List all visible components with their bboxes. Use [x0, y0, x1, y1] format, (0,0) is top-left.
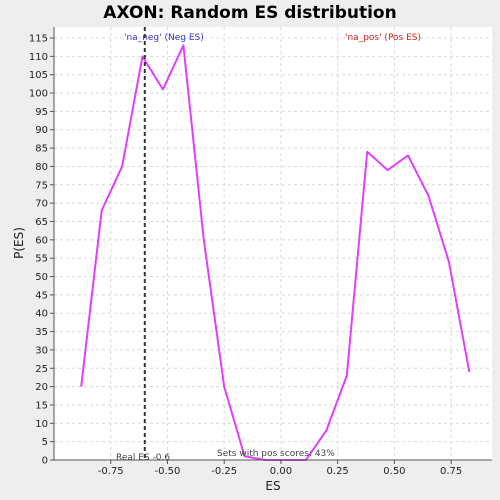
y-tick-label: 15 [35, 400, 48, 411]
real-es-label: Real ES -0.6 [116, 453, 170, 463]
x-tick-label: 0.75 [440, 466, 462, 477]
y-tick-label: 60 [35, 235, 48, 246]
y-tick-label: 95 [35, 107, 48, 118]
y-tick-label: 35 [35, 327, 48, 338]
y-tick-label: 30 [35, 345, 48, 356]
y-tick-label: 55 [35, 254, 48, 265]
pos-es-label: 'na_pos' (Pos ES) [345, 33, 421, 43]
y-tick-label: 50 [35, 272, 48, 283]
y-tick-label: 10 [35, 419, 48, 430]
x-axis-ticks: -0.75 -0.50 -0.25 0.00 0.25 0.50 0.75 [98, 460, 462, 477]
y-tick-label: 5 [42, 437, 48, 448]
chart-title: AXON: Random ES distribution [103, 3, 396, 23]
y-axis-label: P(ES) [12, 227, 26, 259]
y-tick-label: 70 [35, 199, 48, 210]
y-tick-label: 40 [35, 309, 48, 320]
plot-area [54, 27, 492, 460]
y-tick-label: 20 [35, 382, 48, 393]
y-tick-label: 80 [35, 162, 48, 173]
y-tick-label: 75 [35, 180, 48, 191]
y-tick-label: 110 [29, 52, 48, 63]
x-tick-label: 0.00 [270, 466, 292, 477]
pos-scores-label: Sets with pos scores: 43% [217, 449, 335, 459]
y-tick-label: 45 [35, 290, 48, 301]
x-tick-label: -0.75 [98, 466, 124, 477]
grid [54, 27, 492, 460]
x-tick-label: 0.50 [383, 466, 405, 477]
y-tick-label: 105 [29, 70, 48, 81]
x-tick-label: 0.25 [327, 466, 349, 477]
neg-es-label: 'na_neg' (Neg ES) [124, 33, 204, 43]
y-tick-label: 100 [29, 89, 48, 100]
y-tick-label: 85 [35, 144, 48, 155]
y-tick-label: 115 [29, 34, 48, 45]
y-tick-label: 25 [35, 364, 48, 375]
x-axis-label: ES [265, 479, 280, 493]
y-axis-ticks: 0 5 10 15 20 25 30 35 40 45 50 55 60 65 70 75 80 85 90 95 10… [29, 34, 54, 467]
y-tick-label: 0 [42, 456, 48, 467]
y-tick-label: 65 [35, 217, 48, 228]
x-tick-label: -0.25 [211, 466, 237, 477]
x-tick-label: -0.50 [155, 466, 181, 477]
y-tick-label: 90 [35, 125, 48, 136]
